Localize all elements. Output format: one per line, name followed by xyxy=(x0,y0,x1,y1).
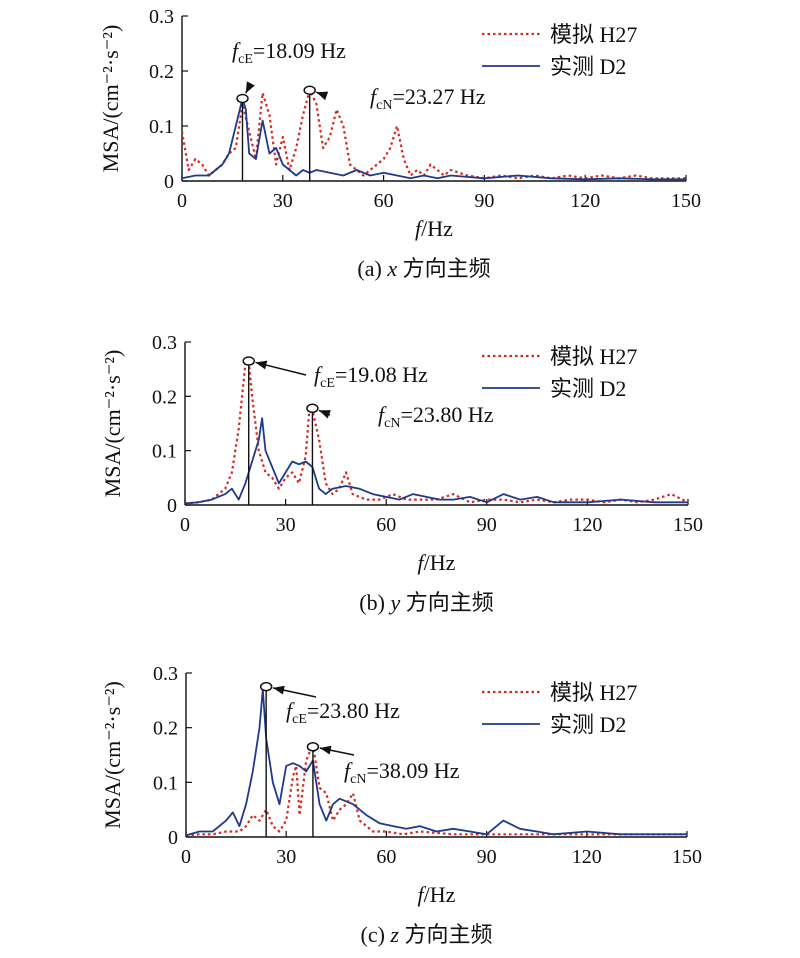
y-tick-label: 0.3 xyxy=(152,332,177,354)
series-line-measured xyxy=(181,97,686,181)
annotation-label: fcN=23.80 Hz xyxy=(378,402,494,431)
y-tick-label: 0.1 xyxy=(152,441,177,463)
annotation-arrow-head xyxy=(273,685,285,695)
x-tick-label: 90 xyxy=(477,846,497,868)
x-tick-label: 120 xyxy=(572,514,602,536)
y-tick-label: 0 xyxy=(168,827,178,849)
peak-annotation-cN: fcN=23.80 Hz xyxy=(306,402,494,505)
x-tick-label: 30 xyxy=(276,514,296,536)
y-tick-label: 0.2 xyxy=(152,386,177,408)
y-axis-title: MSA/(cm⁻²·s⁻²) xyxy=(100,350,125,498)
x-tick-label: 150 xyxy=(671,190,701,212)
x-tick-label: 0 xyxy=(180,514,190,536)
legend-label-measured: 实测 D2 xyxy=(550,376,626,401)
peak-marker xyxy=(306,742,320,752)
peak-annotation-cN: fcN=38.09 Hz xyxy=(306,742,460,837)
y-tick-label: 0 xyxy=(164,171,174,193)
series-line-measured xyxy=(184,417,688,505)
legend-label-measured: 实测 D2 xyxy=(550,712,626,737)
legend-label-simulated: 模拟 H27 xyxy=(550,344,637,369)
panel-b: 0 0.1 0.2 0.3 0 30 60 90 120 150 MSA/(cm⁻²·s⁻²) f/H… xyxy=(100,332,703,615)
x-tick-label: 90 xyxy=(474,190,494,212)
x-tick-label: 90 xyxy=(477,514,497,536)
peak-annotation-cE: fcE=23.80 Hz xyxy=(259,681,400,837)
x-tick-label: 150 xyxy=(673,514,703,536)
peak-marker xyxy=(306,403,319,414)
x-tick-label: 60 xyxy=(374,190,394,212)
x-tick-label: 30 xyxy=(276,846,296,868)
annotation-arrow-head xyxy=(255,360,268,370)
y-tick-label: 0.2 xyxy=(149,61,174,83)
panel-a: 0 0.1 0.2 0.3 0 30 60 90 120 150 MSA/(cm⁻²·s⁻²) f/H… xyxy=(98,6,701,281)
series-line-measured xyxy=(185,688,687,837)
peak-marker xyxy=(303,85,316,95)
x-axis-title: f/Hz xyxy=(415,216,453,241)
x-tick-label: 0 xyxy=(177,190,187,212)
panel-caption: (c) z 方向主频 xyxy=(361,922,493,947)
series-line-simulated xyxy=(185,743,687,837)
peak-marker xyxy=(259,681,273,692)
y-tick-label: 0.3 xyxy=(149,6,174,28)
peak-marker xyxy=(236,93,249,104)
y-tick-label: 0.1 xyxy=(149,116,174,138)
panel-caption: (a) x 方向主频 xyxy=(357,256,490,281)
annotation-arrow-head xyxy=(318,410,331,419)
panel-caption: (b) y 方向主频 xyxy=(359,590,493,615)
legend: 模拟 H27 实测 D2 xyxy=(482,22,637,79)
y-tick-label: 0.3 xyxy=(153,663,178,685)
annotation-label: fcN=23.27 Hz xyxy=(370,84,486,113)
x-tick-label: 60 xyxy=(376,514,396,536)
y-tick-label: 0 xyxy=(167,495,177,517)
legend-label-simulated: 模拟 H27 xyxy=(550,22,637,47)
y-axis-title: MSA/(cm⁻²·s⁻²) xyxy=(98,25,123,173)
annotation-label: fcE=18.09 Hz xyxy=(232,38,346,67)
annotation-label: fcE=19.08 Hz xyxy=(314,362,428,391)
x-tick-label: 30 xyxy=(273,190,293,212)
legend: 模拟 H27 实测 D2 xyxy=(482,344,637,401)
y-tick-label: 0.1 xyxy=(153,772,178,794)
series-line-simulated xyxy=(180,89,686,180)
x-tick-label: 0 xyxy=(181,846,191,868)
y-axis-title: MSA/(cm⁻²·s⁻²) xyxy=(100,681,125,829)
legend: 模拟 H27 实测 D2 xyxy=(482,680,637,737)
annotation-arrow-head xyxy=(245,81,255,94)
peak-annotation-cN: fcN=23.27 Hz xyxy=(303,84,486,181)
annotation-arrow-head xyxy=(319,745,332,755)
y-tick-label: 0.2 xyxy=(153,718,178,740)
annotation-label: fcN=38.09 Hz xyxy=(344,758,460,787)
x-tick-label: 120 xyxy=(572,846,602,868)
peak-annotation-cE: fcE=19.08 Hz xyxy=(242,356,428,505)
x-tick-label: 120 xyxy=(570,190,600,212)
peak-marker xyxy=(242,356,255,366)
annotation-label: fcE=23.80 Hz xyxy=(286,698,400,727)
peak-annotation-cE: fcE=18.09 Hz xyxy=(232,38,346,181)
x-axis-title: f/Hz xyxy=(418,550,456,575)
x-axis-title: f/Hz xyxy=(418,882,456,907)
legend-label-measured: 实测 D2 xyxy=(550,54,626,79)
x-tick-label: 60 xyxy=(376,846,396,868)
legend-label-simulated: 模拟 H27 xyxy=(550,680,637,705)
annotation-arrow-head xyxy=(316,91,329,101)
x-tick-label: 150 xyxy=(672,846,702,868)
panel-c: 0 0.1 0.2 0.3 0 30 60 90 120 150 MSA/(cm⁻²·s⁻²) f/H… xyxy=(100,663,702,947)
